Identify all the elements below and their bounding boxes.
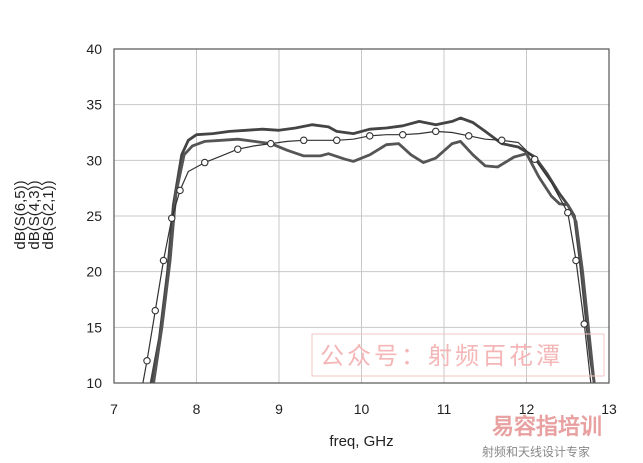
series-marker <box>464 132 473 140</box>
series-marker <box>398 130 407 139</box>
y-axis-label: dB(S(2,1)) <box>40 180 57 249</box>
site-logo-text: 易容指培训 <box>492 414 602 440</box>
series-marker <box>159 256 168 265</box>
series-marker <box>431 127 440 136</box>
series-marker <box>299 136 308 145</box>
y-tick-labels: 10 15 20 25 30 35 40 <box>86 41 102 391</box>
x-tick-label: 9 <box>275 401 283 417</box>
series-marker <box>497 136 506 145</box>
watermark-box <box>311 333 605 377</box>
series-line-1 <box>149 116 596 383</box>
y-tick-label: 35 <box>86 97 102 113</box>
y-tick-label: 15 <box>86 319 102 335</box>
x-tick-label: 7 <box>110 401 118 417</box>
x-tick-label: 8 <box>193 401 201 417</box>
site-logo-subtitle: 射频和天线设计专家 <box>482 444 590 459</box>
series-line-2 <box>152 137 596 383</box>
watermark: 公众号：射频百花潭 <box>311 333 605 377</box>
x-tick-label: 12 <box>519 401 535 417</box>
series-marker <box>365 132 374 140</box>
series-marker <box>266 139 275 148</box>
series-marker <box>563 208 572 217</box>
series-marker <box>332 136 341 145</box>
series-layer <box>142 116 596 383</box>
series-marker <box>143 356 151 365</box>
y-tick-label: 10 <box>86 375 102 391</box>
x-axis-label: freq, GHz <box>329 433 393 450</box>
series-line-3 <box>142 130 592 383</box>
x-tick-label: 11 <box>437 401 452 417</box>
grid <box>113 48 610 384</box>
series-marker <box>151 306 160 315</box>
y-axis-label: dB(S(6,5)) <box>12 180 29 249</box>
series-marker <box>580 320 588 328</box>
x-tick-label: 10 <box>354 401 370 417</box>
site-logo: 易容指培训 射频和天线设计专家 <box>482 414 602 459</box>
x-tick-labels: 7 8 9 10 11 12 13 <box>110 401 617 417</box>
series-marker <box>176 186 184 195</box>
y-axis-labels: dB(S(6,5))dB(S(4,3))dB(S(2,1)) <box>12 180 57 249</box>
series-marker <box>168 214 176 222</box>
plot-frame <box>113 48 610 384</box>
y-tick-label: 20 <box>86 264 102 280</box>
series-marker <box>530 155 539 163</box>
x-tick-label: 13 <box>601 401 617 417</box>
series-marker <box>234 145 242 153</box>
y-axis-label: dB(S(4,3)) <box>26 180 43 249</box>
y-tick-label: 30 <box>86 152 102 168</box>
y-tick-label: 25 <box>86 208 102 224</box>
watermark-text: 公众号：射频百花潭 <box>320 342 563 370</box>
series-marker <box>201 158 209 167</box>
series-marker <box>572 256 580 265</box>
y-tick-label: 40 <box>86 41 102 57</box>
